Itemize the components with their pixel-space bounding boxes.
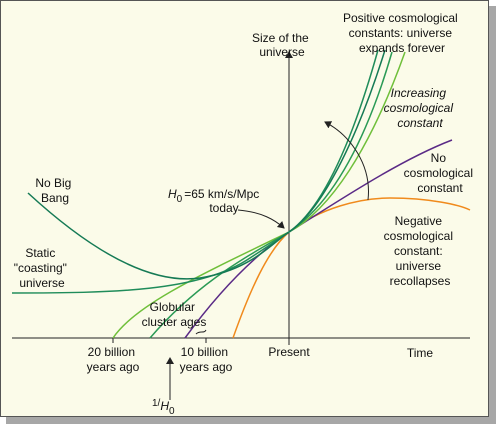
static-label: Static "coasting" universe: [14, 246, 71, 290]
no-big-bang-label: No Big Bang: [35, 176, 74, 205]
line: Size of the: [252, 31, 309, 45]
tick-present-label: Present: [268, 345, 310, 359]
line: constant: [417, 181, 463, 195]
hubble-arrow: [237, 209, 285, 229]
line: Globular: [150, 300, 195, 314]
line: Bang: [41, 191, 69, 205]
no-constant-label: No cosmological constant: [404, 151, 477, 195]
panel: [0, 0, 489, 417]
value: =65 km/s/Mpc: [184, 187, 259, 201]
line: constant:: [394, 244, 443, 258]
line: constants: universe: [349, 26, 453, 40]
line: universe: [19, 276, 65, 290]
increasing-arrow: [324, 121, 369, 201]
x-axis-label: Time: [407, 346, 434, 360]
increasing-label: Increasing cosmological constant: [384, 86, 457, 130]
prefix: 1/: [152, 398, 161, 409]
hubble-today: today: [209, 201, 238, 215]
line: constant: [397, 116, 443, 130]
positive-label: Positive cosmological constants: univers…: [343, 11, 461, 55]
line: cluster ages: [142, 315, 207, 329]
globular-label: Globular cluster ages: [142, 300, 207, 329]
tick-10-label: 10 billion years ago: [180, 345, 233, 374]
line: "coasting": [14, 261, 67, 275]
globular-bracket: [195, 329, 207, 335]
line: Negative: [395, 214, 443, 228]
line: expands forever: [359, 41, 445, 55]
hubble-label: H0 =65 km/s/Mpc: [168, 187, 259, 205]
line: universe: [396, 259, 442, 273]
line: cosmological: [404, 166, 473, 180]
symbol: H: [168, 187, 177, 201]
line: years ago: [87, 360, 140, 374]
line: Positive cosmological: [343, 11, 458, 25]
line: years ago: [180, 360, 233, 374]
symbol: H: [160, 399, 169, 413]
negative-label: Negative cosmological constant: universe…: [384, 214, 457, 288]
line: universe: [259, 45, 305, 59]
line: Static: [25, 246, 55, 260]
line: recollapses: [390, 274, 451, 288]
y-axis-label: Size of the universe: [252, 31, 312, 59]
line: cosmological: [384, 101, 454, 115]
static-curve: [11, 49, 379, 294]
hubble-time-label: 1/H0: [152, 398, 175, 417]
negative-curve: [232, 197, 471, 339]
subscript: 0: [169, 406, 175, 417]
line: 10 billion: [181, 345, 228, 359]
line: 20 billion: [88, 345, 135, 359]
line: No Big: [35, 176, 71, 190]
line: Increasing: [391, 86, 447, 100]
line: No: [431, 151, 447, 165]
line: cosmological: [384, 229, 453, 243]
tick-20-label: 20 billion years ago: [87, 345, 140, 374]
subscript: 0: [177, 194, 183, 205]
no-big-bang-curve: [27, 49, 386, 280]
